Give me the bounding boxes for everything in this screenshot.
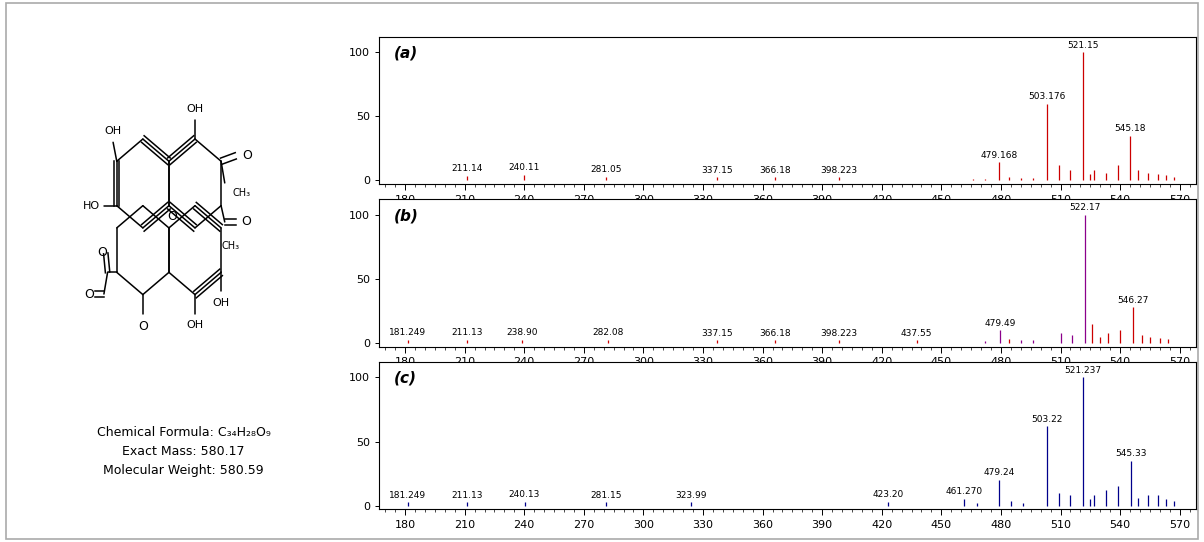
Text: HO: HO: [83, 201, 100, 211]
Text: Chemical Formula: C₃₄H₂₈O₉
Exact Mass: 580.17
Molecular Weight: 580.59: Chemical Formula: C₃₄H₂₈O₉ Exact Mass: 5…: [96, 426, 271, 477]
Text: O: O: [84, 288, 94, 300]
Text: 423.20: 423.20: [873, 490, 904, 499]
Text: 281.05: 281.05: [590, 165, 621, 174]
Text: 546.27: 546.27: [1117, 295, 1149, 305]
Text: 503.176: 503.176: [1028, 92, 1066, 101]
Text: 211.13: 211.13: [452, 328, 483, 337]
Text: 522.17: 522.17: [1069, 203, 1100, 212]
Text: 181.249: 181.249: [389, 328, 426, 337]
Text: 323.99: 323.99: [675, 491, 707, 500]
Text: OH: OH: [105, 126, 122, 136]
Text: 281.15: 281.15: [590, 491, 621, 500]
Text: O: O: [242, 150, 253, 162]
Text: 181.249: 181.249: [389, 491, 426, 500]
Text: CH₃: CH₃: [232, 189, 250, 198]
Text: (a): (a): [394, 46, 418, 61]
Text: 398.223: 398.223: [820, 329, 857, 338]
Text: 366.18: 366.18: [759, 166, 791, 175]
Text: 461.270: 461.270: [945, 487, 982, 496]
Text: 211.14: 211.14: [452, 164, 483, 173]
Text: 398.223: 398.223: [820, 166, 857, 175]
Text: 366.18: 366.18: [759, 329, 791, 338]
Text: O: O: [241, 216, 252, 228]
Text: OH: OH: [187, 320, 203, 330]
Text: O: O: [167, 210, 177, 223]
Text: 521.237: 521.237: [1064, 366, 1102, 375]
Text: 521.15: 521.15: [1067, 41, 1098, 50]
Text: 545.33: 545.33: [1115, 449, 1146, 458]
Text: (b): (b): [394, 208, 419, 223]
Text: 479.24: 479.24: [984, 468, 1015, 478]
Text: 282.08: 282.08: [592, 328, 624, 337]
Text: 503.22: 503.22: [1032, 415, 1063, 424]
Text: O: O: [138, 320, 148, 333]
Text: OH: OH: [187, 104, 203, 114]
Text: 479.49: 479.49: [984, 319, 1016, 328]
Text: 479.168: 479.168: [980, 151, 1017, 160]
Text: 437.55: 437.55: [901, 329, 932, 338]
Text: (c): (c): [394, 371, 417, 386]
Text: OH: OH: [213, 298, 230, 308]
Text: 211.13: 211.13: [452, 491, 483, 500]
Text: 545.18: 545.18: [1115, 124, 1146, 133]
Text: O: O: [98, 246, 107, 259]
Text: 238.90: 238.90: [507, 328, 538, 337]
Text: 337.15: 337.15: [702, 329, 733, 338]
Text: CH₃: CH₃: [222, 241, 240, 251]
Text: 240.13: 240.13: [509, 490, 541, 499]
Text: 337.15: 337.15: [702, 166, 733, 175]
Text: 240.11: 240.11: [509, 163, 541, 172]
